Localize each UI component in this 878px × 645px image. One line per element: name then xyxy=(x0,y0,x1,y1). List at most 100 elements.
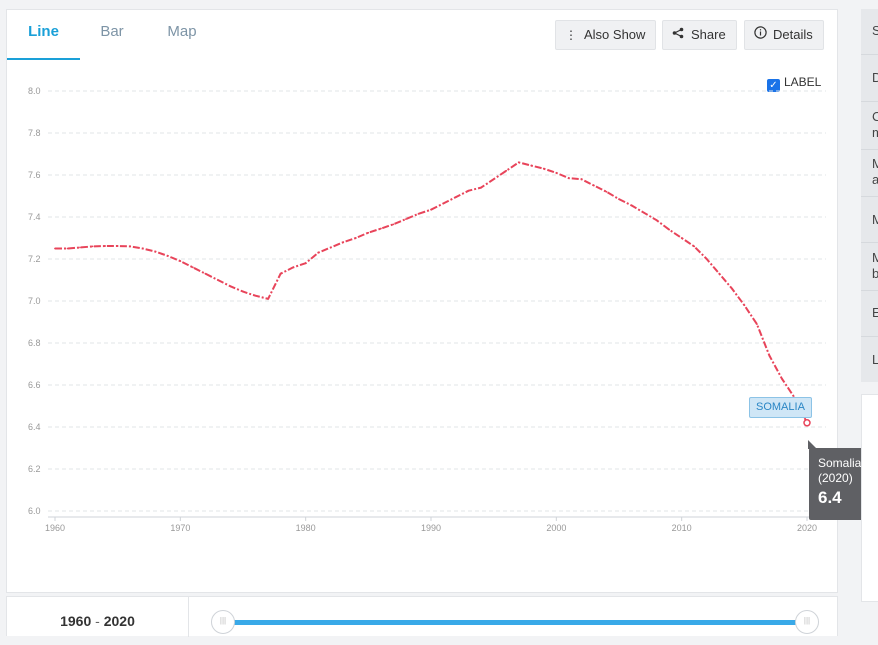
data-point[interactable] xyxy=(217,279,219,281)
data-point[interactable] xyxy=(166,254,169,257)
data-point[interactable] xyxy=(317,251,320,254)
x-tick-label: 2000 xyxy=(546,523,566,533)
side-menu-item[interactable]: C xyxy=(872,109,878,124)
y-tick-label: 6.8 xyxy=(28,338,41,348)
data-point[interactable] xyxy=(755,323,758,325)
data-point[interactable] xyxy=(430,208,432,211)
data-point[interactable] xyxy=(116,245,119,247)
range-slider-track[interactable] xyxy=(229,620,809,625)
data-point[interactable] xyxy=(655,219,658,222)
data-point[interactable] xyxy=(567,177,570,180)
data-point[interactable] xyxy=(179,260,182,262)
data-point[interactable] xyxy=(693,245,696,248)
data-point[interactable] xyxy=(405,218,407,221)
data-point[interactable] xyxy=(680,237,683,239)
data-point[interactable] xyxy=(191,266,194,269)
side-menu-divider xyxy=(861,149,878,150)
tooltip-country: Somalia xyxy=(818,456,862,470)
data-point[interactable] xyxy=(254,294,257,297)
data-point[interactable] xyxy=(141,247,144,250)
data-point[interactable] xyxy=(643,211,645,214)
data-point[interactable] xyxy=(555,172,558,174)
y-tick-label: 7.2 xyxy=(28,254,41,264)
data-point[interactable] xyxy=(605,190,608,193)
data-point[interactable] xyxy=(730,287,733,290)
data-point[interactable] xyxy=(442,202,445,205)
data-point[interactable] xyxy=(229,285,232,288)
data-point[interactable] xyxy=(618,198,620,201)
data-point[interactable] xyxy=(530,164,533,167)
side-menu-item[interactable]: L xyxy=(872,352,878,367)
side-menu-item[interactable]: S xyxy=(872,23,878,38)
x-tick-label: 2010 xyxy=(672,523,692,533)
data-point[interactable] xyxy=(342,241,345,244)
data-point[interactable] xyxy=(668,228,671,231)
series-line-somalia[interactable] xyxy=(55,161,808,424)
data-point[interactable] xyxy=(79,246,81,249)
x-tick-label: 1990 xyxy=(421,523,441,533)
data-point[interactable] xyxy=(267,298,269,300)
y-tick-label: 8.0 xyxy=(28,86,41,96)
data-point[interactable] xyxy=(705,258,708,260)
data-point[interactable] xyxy=(379,227,382,230)
data-point[interactable] xyxy=(505,169,508,172)
tab-map[interactable]: Map xyxy=(167,23,197,40)
side-menu-item[interactable]: D xyxy=(872,70,878,85)
data-point[interactable] xyxy=(718,272,721,275)
chart-series xyxy=(54,161,811,427)
data-point[interactable] xyxy=(354,237,357,239)
data-point[interactable] xyxy=(593,184,595,187)
data-point[interactable] xyxy=(781,377,783,380)
data-point[interactable] xyxy=(392,223,395,226)
side-menu-item[interactable]: M xyxy=(872,212,878,227)
data-point[interactable] xyxy=(768,354,771,357)
data-point[interactable] xyxy=(467,189,470,192)
share-button[interactable]: Share xyxy=(662,20,737,50)
side-menu-item[interactable]: M xyxy=(872,156,878,171)
data-point[interactable] xyxy=(104,245,107,247)
data-point[interactable] xyxy=(54,247,56,250)
data-point[interactable] xyxy=(517,161,520,164)
details-button[interactable]: Details xyxy=(744,20,824,50)
side-menu-item[interactable]: E xyxy=(872,305,878,320)
range-slider-start-handle[interactable]: ||| xyxy=(211,610,235,634)
y-tick-label: 6.4 xyxy=(28,422,41,432)
side-menu-divider xyxy=(861,196,878,197)
tooltip-value: 6.4 xyxy=(818,488,842,507)
data-point[interactable] xyxy=(630,204,633,207)
data-point[interactable] xyxy=(480,186,483,189)
data-point[interactable] xyxy=(542,167,545,170)
side-menu-item[interactable]: M xyxy=(872,250,878,265)
data-point[interactable] xyxy=(91,245,94,248)
y-tick-label: 7.0 xyxy=(28,296,41,306)
data-point[interactable] xyxy=(304,262,307,265)
also-show-button[interactable]: ⋮ Also Show xyxy=(555,20,657,50)
data-point[interactable] xyxy=(242,290,244,293)
side-card xyxy=(861,394,878,602)
data-point[interactable] xyxy=(154,250,157,253)
tab-bar[interactable]: Bar xyxy=(100,23,124,40)
range-slider-end-handle[interactable]: ||| xyxy=(795,610,819,634)
data-point[interactable] xyxy=(329,246,332,249)
data-point[interactable] xyxy=(279,272,282,275)
data-point[interactable] xyxy=(129,245,132,248)
side-menu-item-cont: b xyxy=(872,266,878,281)
data-point[interactable] xyxy=(492,178,495,181)
side-menu-item-cont: a xyxy=(872,172,878,187)
tab-line[interactable]: Line xyxy=(7,10,80,60)
checkmark-icon: ✓ xyxy=(767,79,780,92)
highlighted-data-point[interactable] xyxy=(803,419,811,427)
data-point[interactable] xyxy=(743,304,746,307)
range-end: 2020 xyxy=(103,613,135,629)
data-point[interactable] xyxy=(455,196,457,198)
data-point[interactable] xyxy=(204,272,207,275)
data-point[interactable] xyxy=(580,178,583,181)
label-checkbox[interactable]: ✓ LABEL xyxy=(767,75,821,92)
share-icon xyxy=(671,21,685,49)
data-point[interactable] xyxy=(417,212,420,215)
data-point[interactable] xyxy=(66,247,69,250)
data-point[interactable] xyxy=(292,266,295,269)
data-point[interactable] xyxy=(367,231,370,234)
label-checkbox-text: LABEL xyxy=(784,75,822,89)
